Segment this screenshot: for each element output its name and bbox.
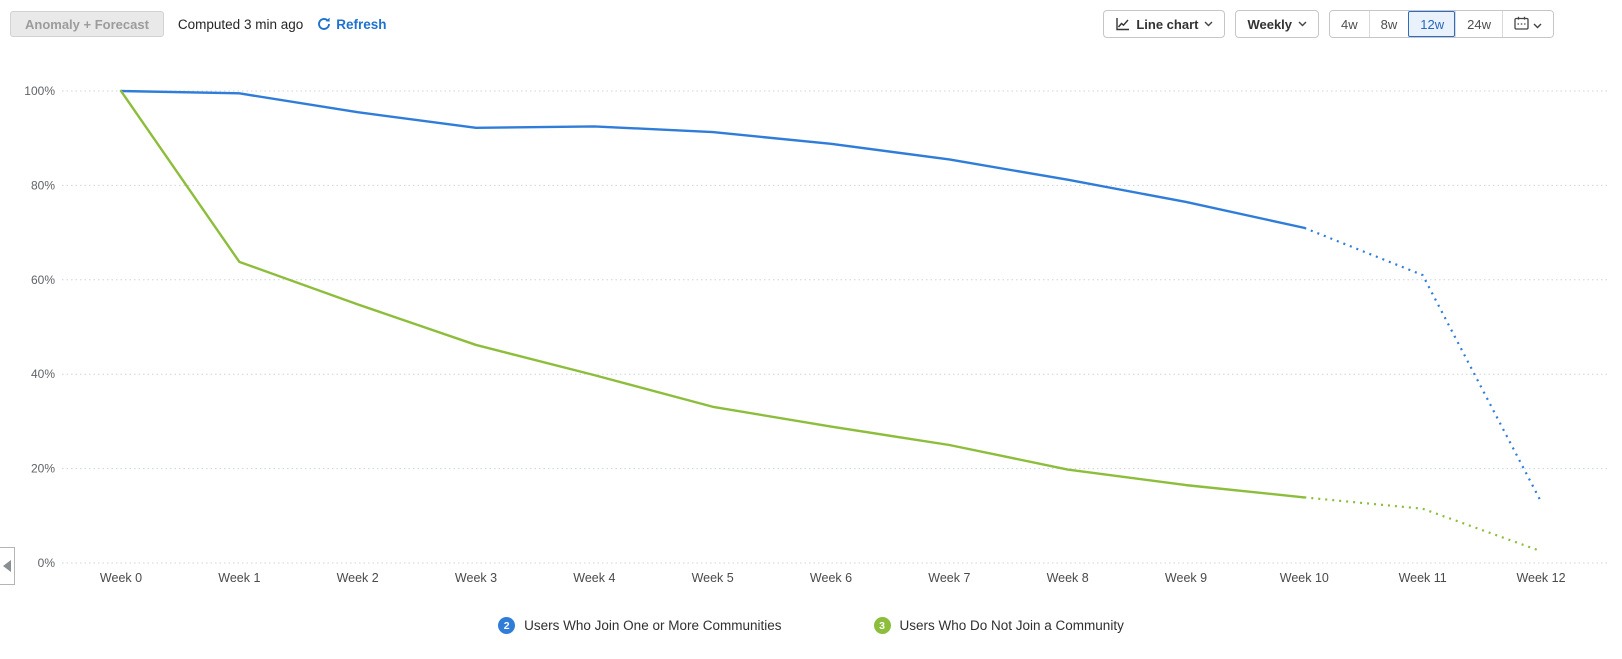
range-8w-button[interactable]: 8w — [1368, 11, 1409, 37]
x-axis-label: Week 2 — [337, 571, 379, 585]
legend-item-no-community[interactable]: 3 Users Who Do Not Join a Community — [873, 617, 1124, 634]
toolbar-left: Anomaly + Forecast Computed 3 min ago Re… — [10, 11, 387, 37]
x-axis-label: Week 3 — [455, 571, 497, 585]
series-badge: 3 — [873, 617, 891, 634]
calendar-icon — [1514, 16, 1529, 33]
x-axis-label: Week 12 — [1516, 571, 1565, 585]
forecast-line[interactable] — [1303, 226, 1542, 503]
series-badge: 2 — [498, 617, 516, 634]
collapse-panel-button[interactable] — [0, 547, 15, 585]
range-4w-button[interactable]: 4w — [1330, 11, 1369, 37]
forecast-line[interactable] — [1304, 496, 1542, 553]
legend-label: Users Who Join One or More Communities — [524, 618, 782, 633]
chevron-down-icon — [1533, 17, 1542, 32]
computed-status: Computed 3 min ago — [177, 16, 304, 32]
refresh-button[interactable]: Refresh — [317, 16, 387, 32]
y-axis-label: 40% — [31, 367, 55, 381]
series-line[interactable] — [119, 89, 1306, 499]
y-axis-label: 0% — [38, 556, 56, 570]
x-axis-label: Week 0 — [100, 571, 142, 585]
y-axis-label: 60% — [31, 273, 55, 287]
x-axis-label: Week 11 — [1399, 571, 1447, 585]
x-axis-label: Week 1 — [218, 571, 260, 585]
chevron-down-icon — [1298, 21, 1307, 27]
legend-label: Users Who Do Not Join a Community — [899, 618, 1124, 633]
retention-line-chart[interactable]: 0% 20% 40% 60% 80% 100% Week 0 Week 1 Week 2 Week… — [0, 48, 1622, 593]
chart-type-select[interactable]: Line chart — [1103, 10, 1226, 38]
series-line[interactable] — [119, 89, 1306, 230]
y-axis-label: 100% — [24, 84, 55, 98]
x-axis-label: Week 10 — [1280, 571, 1329, 585]
chart-legend: 2 Users Who Join One or More Communities… — [0, 617, 1622, 634]
interval-select[interactable]: Weekly — [1235, 10, 1320, 38]
legend-item-communities[interactable]: 2 Users Who Join One or More Communities — [498, 617, 782, 634]
range-12w-button[interactable]: 12w — [1408, 11, 1456, 37]
x-axis-label: Week 5 — [692, 571, 734, 585]
chart-type-label: Line chart — [1136, 16, 1199, 32]
x-axis-label: Week 8 — [1047, 571, 1089, 585]
anomaly-forecast-button[interactable]: Anomaly + Forecast — [10, 11, 164, 37]
x-axis-label: Week 4 — [573, 571, 615, 585]
x-axis-label: Week 9 — [1165, 571, 1207, 585]
toolbar-right: Line chart Weekly 4w 8w 12w 24w — [1103, 10, 1554, 38]
interval-label: Weekly — [1247, 16, 1293, 32]
y-axis-label: 80% — [31, 178, 55, 192]
refresh-label: Refresh — [336, 16, 387, 32]
line-chart-icon — [1115, 17, 1130, 31]
date-range-picker-button[interactable] — [1502, 11, 1553, 37]
x-axis-label: Week 7 — [928, 571, 970, 585]
x-axis-label: Week 6 — [810, 571, 852, 585]
time-range-group: 4w 8w 12w 24w — [1329, 10, 1554, 38]
range-24w-button[interactable]: 24w — [1455, 11, 1502, 37]
refresh-icon — [317, 17, 331, 31]
y-axis-label: 20% — [31, 462, 55, 476]
chart-toolbar: Anomaly + Forecast Computed 3 min ago Re… — [0, 0, 1622, 48]
collapse-arrow-icon — [3, 560, 11, 572]
chevron-down-icon — [1204, 21, 1213, 27]
